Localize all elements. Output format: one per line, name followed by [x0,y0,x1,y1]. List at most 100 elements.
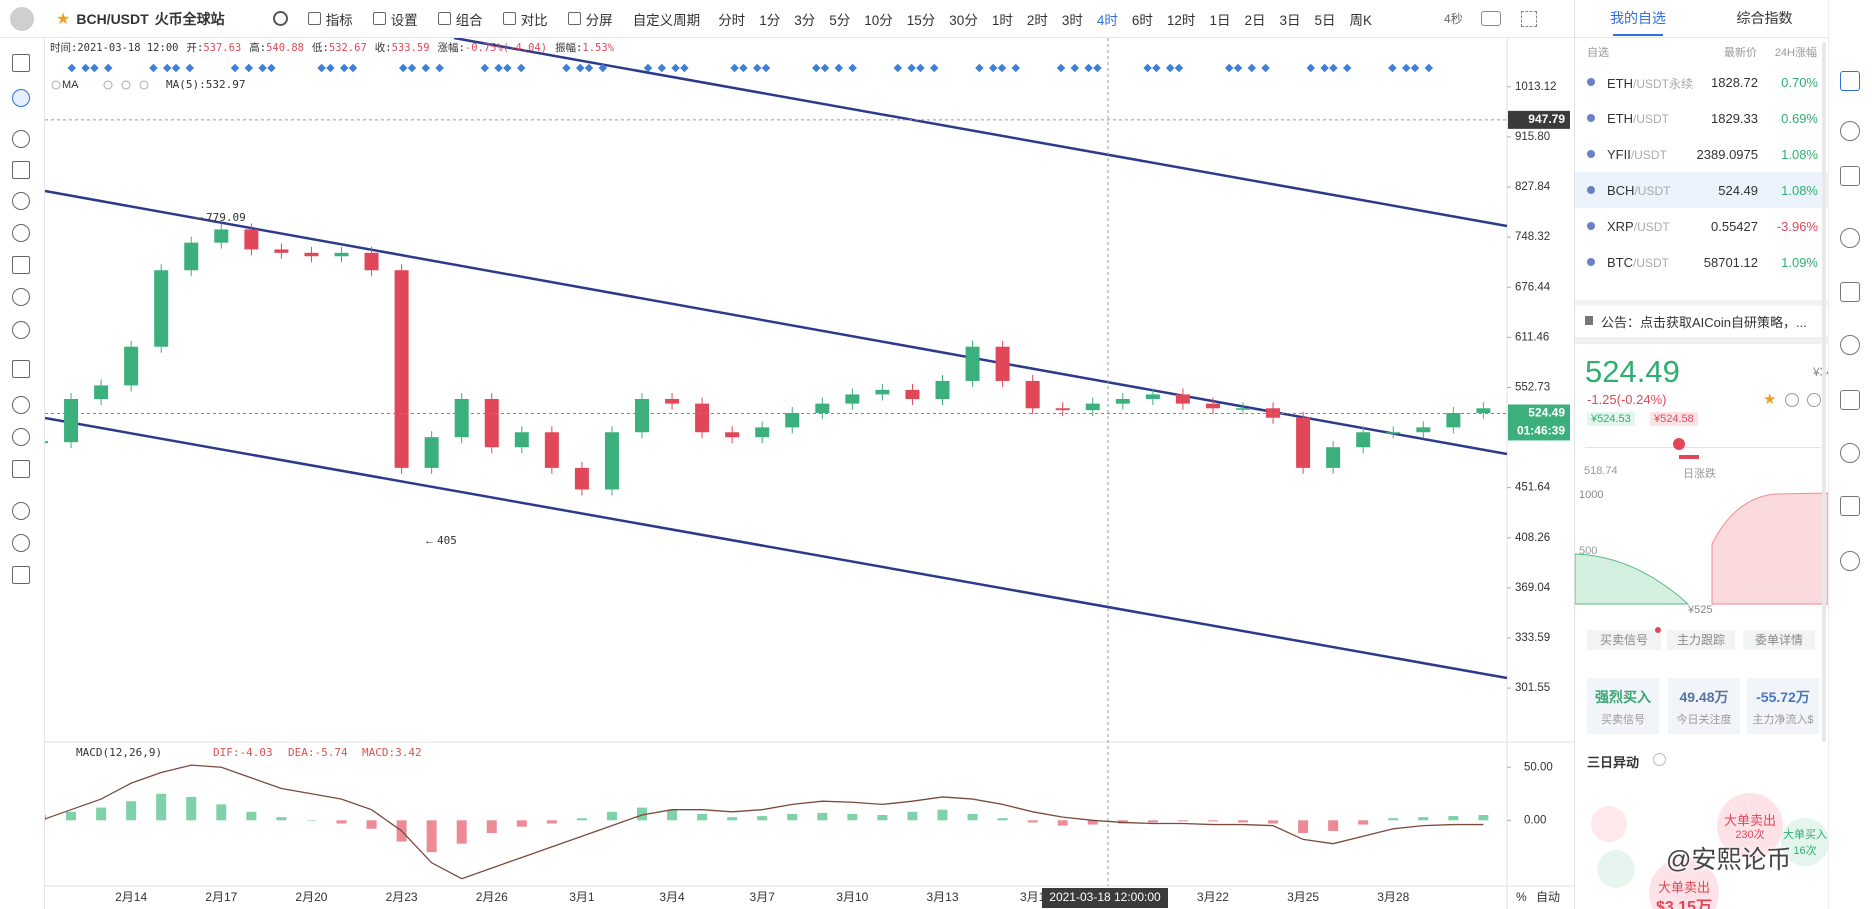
candle-body [274,249,289,253]
signal-card[interactable]: 强烈买入 买卖信号 [1587,678,1659,734]
period-button[interactable]: 3时 [1061,12,1083,28]
tool-button[interactable]: 分屏 [567,9,613,29]
watchlist-row[interactable]: XRP/USDT 0.55427 -3.96% [1575,208,1828,244]
watchlist-row[interactable]: ETH/USDT永续 1828.72 0.70% [1575,64,1828,100]
period-button[interactable]: 10分 [864,12,893,28]
search[interactable] [272,11,288,26]
x-tick-label: 2月14 [115,890,147,904]
side-icon[interactable] [1840,228,1860,248]
period-button[interactable]: 1日 [1209,12,1231,28]
drawing-tool[interactable] [12,321,30,339]
watchlist-row[interactable]: BCH/USDT 524.49 1.08% [1575,172,1828,208]
bid-tag: ¥524.53 [1587,412,1635,426]
side-icon[interactable] [1840,166,1860,186]
custom-period[interactable]: 自定义周期 [632,12,701,28]
period-button[interactable]: 5分 [829,12,851,28]
macd-bar [697,813,708,821]
drawing-tool[interactable] [12,161,30,179]
period-button[interactable]: 1时 [991,12,1013,28]
tab-my-watchlist[interactable]: 我的自选 [1610,10,1666,26]
period-button[interactable]: 30分 [949,12,978,28]
drawing-tool[interactable] [12,502,30,520]
tool-label: 组合 [455,12,483,28]
drawing-tool[interactable] [12,288,30,306]
period-button[interactable]: 周K [1349,12,1373,28]
period-button[interactable]: 3日 [1279,12,1301,28]
drawing-tool[interactable] [12,396,30,414]
period-button[interactable]: 12时 [1166,12,1196,28]
period-button[interactable]: 15分 [906,12,936,28]
watchlist-row[interactable]: BTC/USDT 58701.12 1.09% [1575,244,1828,280]
drawing-tool[interactable] [12,54,30,72]
star[interactable]: ★ [1763,391,1777,408]
tab-index[interactable]: 综合指数 [1736,10,1793,26]
info-value: -0.75%(-4.04) [464,42,548,54]
side-icon[interactable] [1840,443,1860,463]
coin-base: YFII [1607,147,1631,162]
period-button[interactable]: 2时 [1026,12,1048,28]
tool-button[interactable]: 对比 [502,9,548,29]
watchlist-row[interactable]: ETH/USDT 1829.33 0.69% [1575,100,1828,136]
signal-diamond [348,63,358,73]
share-icon[interactable] [1807,393,1821,407]
low-arrow: ← [424,535,435,547]
abnormal-bubble[interactable]: 大单卖出 $3.15万 [1649,858,1719,909]
info-field: 开:537.63 [186,40,241,54]
drawing-tool[interactable] [12,224,30,242]
drawing-tool[interactable] [12,89,30,107]
countdown: 01:46:39 [1517,424,1565,438]
drawing-tool[interactable] [12,534,30,552]
favorite-star[interactable]: ★ [56,10,71,28]
period-button[interactable]: 分时 [718,12,746,28]
coin-name: ETH/USDT永续 [1607,75,1693,92]
macd-bar [907,811,918,821]
period-button[interactable]: 1分 [759,12,781,28]
side-icon[interactable] [1840,390,1860,410]
notice[interactable]: 公告：点击获取AICoin自研策略，... [1601,315,1807,330]
period-button[interactable]: 5日 [1314,12,1336,28]
side-icon[interactable] [1840,496,1860,516]
side-icon[interactable] [1840,71,1860,91]
watchlist-row[interactable]: YFII/USDT 2389.0975 1.08% [1575,136,1828,172]
side-icon[interactable] [1840,335,1860,355]
side-icon[interactable] [1840,121,1860,141]
drawing-tool[interactable] [12,460,30,478]
drawing-tool[interactable] [12,130,30,148]
abnormal-bubble[interactable]: 大单卖出 230次 [1717,793,1783,859]
signal-tab[interactable]: 买卖信号 [1587,630,1661,650]
tool-button[interactable]: 指标 [307,9,353,29]
signal-card[interactable]: 49.48万 今日关注度 [1668,678,1740,734]
drawing-tool[interactable] [12,256,30,274]
share-icon[interactable] [1785,393,1799,407]
candle-body [905,389,920,399]
tool-button[interactable]: 组合 [437,9,483,29]
fullscreen[interactable] [1520,10,1537,27]
side-icon[interactable] [1840,282,1860,302]
crosshair-time-box [1042,888,1168,908]
exchange[interactable]: 火币全球站 [154,10,225,27]
signal-card[interactable]: -55.72万 主力净流入$ [1747,678,1819,734]
signal-diamond [811,63,821,73]
tool-button[interactable]: 设置 [372,9,418,29]
info-value: 1.53% [582,42,614,54]
period-button[interactable]: 3分 [794,12,816,28]
camera[interactable] [1480,11,1501,26]
period-button[interactable]: 6时 [1131,12,1153,28]
period-button[interactable]: 4时 [1096,12,1118,28]
signal-tab[interactable]: 主力跟踪 [1667,630,1735,650]
abnormal-bubble[interactable]: 大单买入 16次 [1781,818,1829,866]
macd-bar [1298,820,1309,834]
symbol[interactable]: BCH/USDT [76,10,149,27]
candle-body [184,242,199,271]
period-button[interactable]: 2日 [1244,12,1266,28]
signal-tab[interactable]: 委单详情 [1743,630,1815,650]
candle-body [424,437,439,468]
candle-body [1055,408,1070,411]
candle-body [334,252,349,257]
drawing-tool[interactable] [12,428,30,446]
drawing-tool[interactable] [12,566,30,584]
side-icon[interactable] [1840,551,1860,571]
drawing-tool[interactable] [12,360,30,378]
drawing-tool[interactable] [12,192,30,210]
signal-diamond [1306,63,1316,73]
